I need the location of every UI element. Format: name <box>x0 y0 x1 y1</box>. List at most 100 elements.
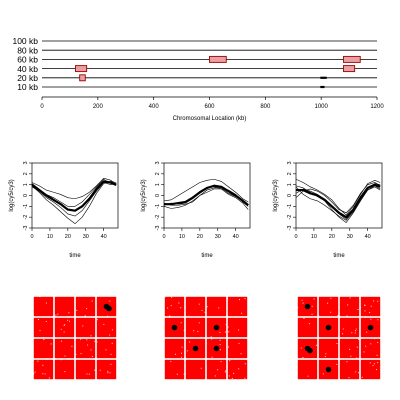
x-tick-label: 200 <box>93 104 104 110</box>
heatmap-cell <box>339 317 360 338</box>
speckle <box>68 320 70 322</box>
y-tick-label: 1 <box>287 183 293 186</box>
series-line <box>163 188 249 210</box>
y-tick-label: -2 <box>287 215 293 220</box>
y-tick-label: 3 <box>155 161 161 164</box>
speckle <box>231 377 233 379</box>
segment-box <box>209 55 227 63</box>
speckle <box>220 361 222 363</box>
speckle <box>330 311 332 313</box>
speckle <box>64 324 66 326</box>
speckle <box>57 313 59 315</box>
speckle <box>204 311 206 313</box>
speckle <box>90 335 92 337</box>
y-axis-label: log(cy5/cy3) <box>273 179 279 211</box>
speckle <box>63 331 65 333</box>
speckle <box>307 375 309 377</box>
speckle <box>227 298 229 300</box>
speckle <box>169 315 171 317</box>
speckle <box>311 305 313 307</box>
speckle <box>74 298 76 300</box>
speckle <box>325 353 327 355</box>
speckle <box>86 308 88 310</box>
heatmap-cell <box>227 359 248 380</box>
speckle <box>374 338 376 340</box>
speckle <box>94 369 96 371</box>
speckle <box>39 296 41 298</box>
speckle <box>186 350 188 352</box>
series-line <box>31 181 117 225</box>
highlight-dot <box>325 366 332 373</box>
y-tick-label: -1 <box>155 204 161 209</box>
x-tick-label: 10 <box>179 234 185 240</box>
speckle <box>241 312 243 314</box>
x-tick-label: 1200 <box>370 104 384 110</box>
speckle <box>96 341 98 343</box>
y-tick-label: -1 <box>287 204 293 209</box>
speckle <box>214 375 216 377</box>
segment-box <box>343 55 361 63</box>
speckle <box>370 305 372 307</box>
speckle <box>60 340 62 342</box>
speckle <box>224 371 226 373</box>
heatmap-cell <box>185 317 206 338</box>
speckle <box>302 302 304 304</box>
x-tick-label: 0 <box>162 234 165 240</box>
speckle <box>80 353 82 355</box>
speckle <box>42 373 44 375</box>
speckle <box>71 345 73 347</box>
speckle <box>92 317 94 319</box>
x-tick-label: 20 <box>65 234 71 240</box>
y-tick-label: 0 <box>287 194 293 197</box>
heatmap-cell <box>54 338 75 359</box>
speckle <box>224 331 226 333</box>
speckle <box>176 373 178 375</box>
heatmap-cell <box>297 317 318 338</box>
speckle <box>303 318 305 320</box>
speckle <box>205 337 207 339</box>
y-tick-label: 20 kb <box>17 73 38 83</box>
x-tick-label: 30 <box>83 234 89 240</box>
speckle <box>55 314 57 316</box>
mean-line <box>296 183 381 219</box>
speckle <box>322 373 324 375</box>
speckle <box>351 332 353 334</box>
heatmap-cell <box>318 338 339 359</box>
speckle <box>373 300 375 302</box>
speckle <box>181 346 183 348</box>
x-tick-label: 0 <box>294 234 297 240</box>
heatmap-cell <box>33 359 54 380</box>
y-tick-label: 2 <box>287 172 293 175</box>
speckle <box>318 314 320 316</box>
mean-line <box>31 180 117 212</box>
y-tick-label: 3 <box>287 161 293 164</box>
heatmap-cell <box>227 296 248 317</box>
segment-box <box>343 65 356 73</box>
highlight-dot <box>367 324 374 331</box>
heatmap-panel <box>33 296 118 380</box>
y-tick-label: 0 <box>23 194 29 197</box>
speckle <box>315 344 317 346</box>
speckle <box>48 377 50 379</box>
speckle <box>116 314 118 316</box>
x-tick-label: 400 <box>149 104 160 110</box>
speckle <box>219 332 221 334</box>
speckle <box>357 308 359 310</box>
speckle <box>234 379 236 381</box>
speckle <box>33 316 35 318</box>
heatmap-cell <box>360 359 381 380</box>
speckle <box>181 356 183 358</box>
speckle <box>346 361 348 363</box>
heatmap-cell <box>54 296 75 317</box>
speckle <box>301 299 303 301</box>
heatmap-cell <box>75 338 96 359</box>
plot-frame <box>295 162 383 229</box>
speckle <box>178 302 180 304</box>
speckle <box>338 306 340 308</box>
speckle <box>107 315 109 317</box>
heatmap-cell <box>185 296 206 317</box>
speckle <box>247 302 249 304</box>
speckle <box>201 309 203 311</box>
speckle <box>87 344 89 346</box>
